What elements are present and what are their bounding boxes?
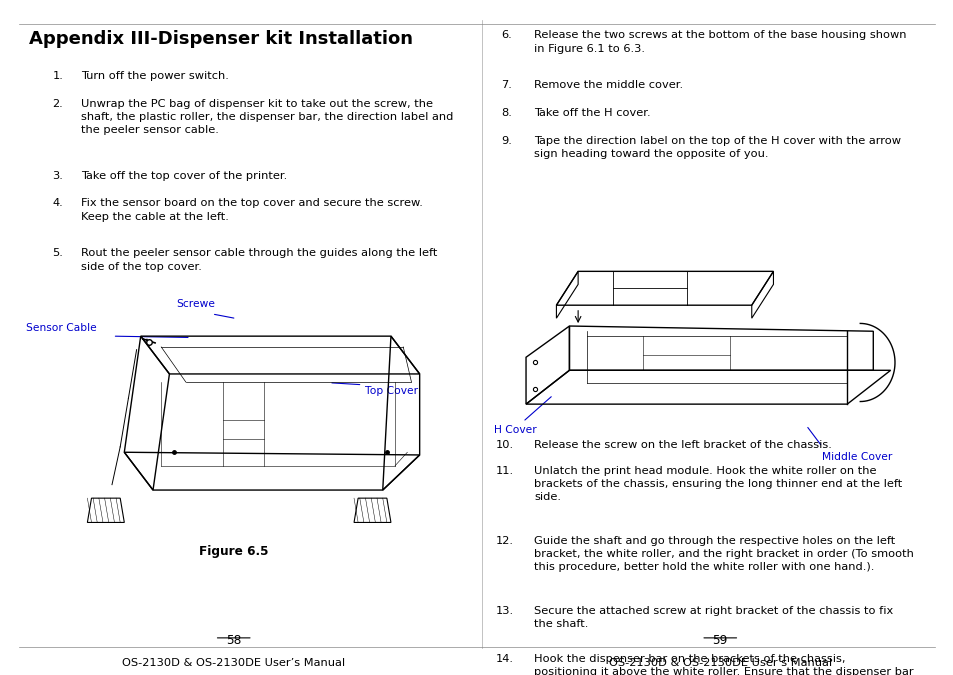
Text: 5.: 5. xyxy=(52,248,63,259)
Text: Remove the middle cover.: Remove the middle cover. xyxy=(534,80,682,90)
Text: 11.: 11. xyxy=(496,466,514,476)
Text: 7.: 7. xyxy=(500,80,511,90)
Text: Take off the H cover.: Take off the H cover. xyxy=(534,108,650,118)
Text: 3.: 3. xyxy=(52,171,63,181)
Text: Take off the top cover of the printer.: Take off the top cover of the printer. xyxy=(81,171,287,181)
Text: Guide the shaft and go through the respective holes on the left
bracket, the whi: Guide the shaft and go through the respe… xyxy=(534,536,913,572)
Text: Screwe: Screwe xyxy=(176,299,215,309)
Text: Tape the direction label on the top of the H cover with the arrow
sign heading t: Tape the direction label on the top of t… xyxy=(534,136,901,159)
Text: H Cover: H Cover xyxy=(494,425,537,435)
Text: 59: 59 xyxy=(712,634,727,647)
Text: Rout the peeler sensor cable through the guides along the left
side of the top c: Rout the peeler sensor cable through the… xyxy=(81,248,437,271)
Text: Release the screw on the left bracket of the chassis.: Release the screw on the left bracket of… xyxy=(534,440,831,450)
Text: Appendix III-Dispenser kit Installation: Appendix III-Dispenser kit Installation xyxy=(29,30,413,49)
Text: Top Cover: Top Cover xyxy=(365,386,418,396)
Text: OS-2130D & OS-2130DE User’s Manual: OS-2130D & OS-2130DE User’s Manual xyxy=(122,658,345,668)
Text: 4.: 4. xyxy=(52,198,63,209)
Text: 13.: 13. xyxy=(496,606,514,616)
Text: OS-2130D & OS-2130DE User’s Manual: OS-2130D & OS-2130DE User’s Manual xyxy=(608,658,831,668)
Text: 10.: 10. xyxy=(496,440,514,450)
Text: Release the two screws at the bottom of the base housing shown
in Figure 6.1 to : Release the two screws at the bottom of … xyxy=(534,30,905,53)
Text: 1.: 1. xyxy=(52,71,63,81)
Text: Unwrap the PC bag of dispenser kit to take out the screw, the
shaft, the plastic: Unwrap the PC bag of dispenser kit to ta… xyxy=(81,99,453,135)
Text: 8.: 8. xyxy=(500,108,511,118)
Text: 2.: 2. xyxy=(52,99,63,109)
Text: 12.: 12. xyxy=(496,536,514,546)
Text: Middle Cover: Middle Cover xyxy=(821,452,892,462)
Text: Figure 6.5: Figure 6.5 xyxy=(199,545,268,558)
Text: Turn off the power switch.: Turn off the power switch. xyxy=(81,71,229,81)
Text: 58: 58 xyxy=(226,634,241,647)
Text: Hook the dispenser bar on the brackets of the chassis,
positioning it above the : Hook the dispenser bar on the brackets o… xyxy=(534,654,913,675)
Text: 9.: 9. xyxy=(500,136,511,146)
Text: Fix the sensor board on the top cover and secure the screw.
Keep the cable at th: Fix the sensor board on the top cover an… xyxy=(81,198,422,221)
Text: Unlatch the print head module. Hook the white roller on the
brackets of the chas: Unlatch the print head module. Hook the … xyxy=(534,466,902,502)
Text: Sensor Cable: Sensor Cable xyxy=(26,323,96,333)
Text: Secure the attached screw at right bracket of the chassis to fix
the shaft.: Secure the attached screw at right brack… xyxy=(534,606,893,629)
Text: 14.: 14. xyxy=(496,654,514,664)
Text: 6.: 6. xyxy=(500,30,511,40)
